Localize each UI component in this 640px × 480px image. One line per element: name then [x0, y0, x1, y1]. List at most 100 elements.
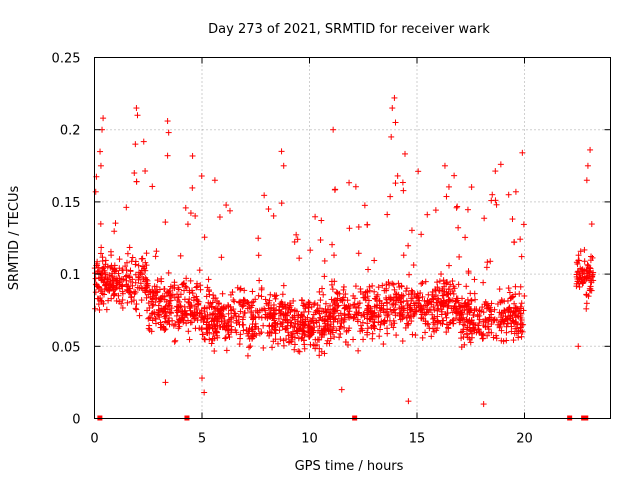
- data-point: [316, 288, 323, 295]
- data-point: [335, 302, 342, 309]
- data-point: [143, 294, 150, 301]
- data-point: [329, 241, 336, 248]
- data-point: [258, 293, 265, 300]
- data-point: [307, 341, 314, 348]
- data-point: [173, 303, 180, 310]
- data-point: [465, 268, 472, 275]
- data-point: [364, 325, 371, 332]
- data-point: [381, 287, 388, 294]
- data-point: [291, 324, 298, 331]
- data-point: [584, 270, 591, 277]
- data-point: [587, 146, 594, 153]
- data-point: [119, 304, 126, 311]
- data-point: [467, 327, 474, 334]
- data-point: [308, 303, 315, 310]
- data-point: [193, 296, 200, 303]
- data-point: [451, 302, 458, 309]
- data-point: [327, 302, 334, 309]
- data-point: [143, 284, 150, 291]
- data-point: [248, 304, 255, 311]
- data-point: [330, 318, 337, 325]
- data-point: [126, 289, 133, 296]
- data-point: [330, 126, 337, 133]
- data-point: [415, 168, 422, 175]
- data-point: [584, 267, 591, 274]
- data-point: [422, 318, 429, 325]
- data-point: [119, 296, 126, 303]
- data-point: [92, 188, 99, 195]
- data-point: [488, 300, 495, 307]
- data-point: [125, 273, 132, 280]
- data-point: [455, 281, 462, 288]
- data-point: [241, 309, 248, 316]
- data-point: [394, 172, 401, 179]
- data-point: [126, 244, 133, 251]
- data-point: [521, 292, 528, 299]
- data-point: [321, 320, 328, 327]
- data-point: [480, 279, 487, 286]
- data-point: [233, 320, 240, 327]
- data-point: [330, 299, 337, 306]
- data-point: [189, 152, 196, 159]
- data-point: [249, 288, 256, 295]
- data-point: [492, 168, 499, 175]
- data-point: [429, 288, 436, 295]
- data-point: [307, 247, 314, 254]
- data-point: [285, 306, 292, 313]
- data-point: [369, 282, 376, 289]
- data-point: [520, 221, 527, 228]
- data-point: [132, 271, 139, 278]
- data-point: [118, 283, 125, 290]
- data-point: [459, 328, 466, 335]
- data-point: [332, 186, 339, 193]
- data-point: [329, 329, 336, 336]
- data-point: [237, 285, 244, 292]
- data-point: [475, 326, 482, 333]
- data-point: [244, 352, 251, 359]
- data-point: [412, 299, 419, 306]
- data-point: [392, 290, 399, 297]
- data-point: [288, 338, 295, 345]
- data-point: [333, 327, 340, 334]
- data-point: [487, 306, 494, 313]
- data-point: [162, 219, 169, 226]
- data-point: [406, 271, 413, 278]
- data-point: [517, 236, 524, 243]
- data-point: [290, 323, 297, 330]
- data-point: [291, 307, 298, 314]
- data-point: [159, 308, 166, 315]
- data-point: [110, 277, 117, 284]
- data-point: [280, 303, 287, 310]
- data-point: [324, 337, 331, 344]
- data-point: [367, 305, 374, 312]
- data-point: [404, 320, 411, 327]
- data-point: [389, 105, 396, 112]
- x-tick-label: 15: [409, 432, 426, 447]
- x-axis-label: GPS time / hours: [295, 459, 404, 474]
- data-point: [111, 292, 118, 299]
- data-point: [312, 213, 319, 220]
- data-point: [426, 298, 433, 305]
- data-point: [164, 306, 171, 313]
- data-point: [195, 301, 202, 308]
- data-point: [351, 314, 358, 321]
- data-point: [331, 333, 338, 340]
- data-point: [329, 286, 336, 293]
- data-point: [165, 269, 172, 276]
- data-point: [590, 269, 597, 276]
- data-point: [161, 305, 168, 312]
- data-point: [350, 336, 357, 343]
- chart-title: Day 273 of 2021, SRMTID for receiver war…: [208, 22, 490, 37]
- data-point: [512, 304, 519, 311]
- plot-frame: [94, 57, 611, 419]
- data-point: [166, 302, 173, 309]
- data-point: [438, 271, 445, 278]
- data-point: [291, 316, 298, 323]
- data-point: [116, 298, 123, 305]
- data-point: [95, 285, 102, 292]
- data-point: [392, 312, 399, 319]
- data-point: [452, 298, 459, 305]
- data-point: [589, 273, 596, 280]
- data-point: [403, 297, 410, 304]
- data-point: [493, 335, 500, 342]
